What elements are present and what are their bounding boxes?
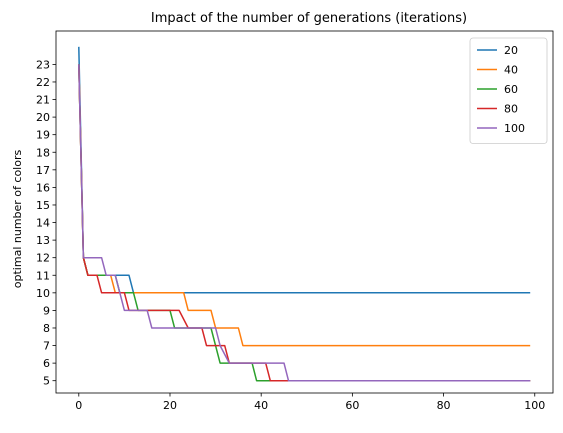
legend-label-100: 100 bbox=[504, 122, 525, 135]
x-tick-label: 0 bbox=[75, 399, 82, 412]
series-line-100 bbox=[78, 64, 531, 382]
y-tick-label: 14 bbox=[36, 217, 50, 230]
y-tick-label: 5 bbox=[43, 375, 50, 388]
y-tick-label: 21 bbox=[36, 94, 50, 107]
y-tick-label: 15 bbox=[36, 199, 50, 212]
x-tick-label: 40 bbox=[254, 399, 268, 412]
x-axis: 0 20 40 60 80 100 bbox=[75, 393, 545, 412]
y-tick-label: 23 bbox=[36, 58, 50, 71]
legend-label-20: 20 bbox=[504, 44, 518, 57]
y-tick-label: 16 bbox=[36, 181, 50, 194]
series-lines bbox=[78, 46, 531, 382]
y-tick-label: 10 bbox=[36, 287, 50, 300]
x-tick-label: 20 bbox=[163, 399, 177, 412]
chart-title: Impact of the number of generations (ite… bbox=[151, 11, 467, 26]
legend-label-80: 80 bbox=[504, 103, 518, 116]
y-tick-label: 11 bbox=[36, 269, 50, 282]
y-tick-label: 17 bbox=[36, 164, 50, 177]
x-tick-label: 80 bbox=[437, 399, 451, 412]
y-tick-label: 12 bbox=[36, 252, 50, 265]
legend-label-60: 60 bbox=[504, 83, 518, 96]
axes-frame bbox=[55, 30, 554, 394]
y-tick-label: 20 bbox=[36, 111, 50, 124]
y-tick-label: 9 bbox=[43, 304, 50, 317]
legend: 20 40 60 80 100 bbox=[469, 37, 548, 144]
y-axis-label: optimal number of colors bbox=[11, 150, 24, 289]
y-tick-label: 13 bbox=[36, 234, 50, 247]
y-tick-label: 18 bbox=[36, 146, 50, 159]
y-tick-label: 19 bbox=[36, 129, 50, 142]
x-tick-label: 60 bbox=[345, 399, 359, 412]
y-axis: 5 6 7 8 9 10 11 12 13 14 15 16 17 18 19 20 21 22 23 bbox=[36, 58, 56, 388]
x-tick-label: 100 bbox=[524, 399, 545, 412]
y-tick-label: 22 bbox=[36, 76, 50, 89]
y-tick-label: 7 bbox=[43, 340, 50, 353]
legend-label-40: 40 bbox=[504, 64, 518, 77]
y-tick-label: 6 bbox=[43, 357, 50, 370]
y-tick-label: 8 bbox=[43, 322, 50, 335]
legend-frame bbox=[469, 37, 548, 144]
plot-area bbox=[55, 30, 554, 394]
